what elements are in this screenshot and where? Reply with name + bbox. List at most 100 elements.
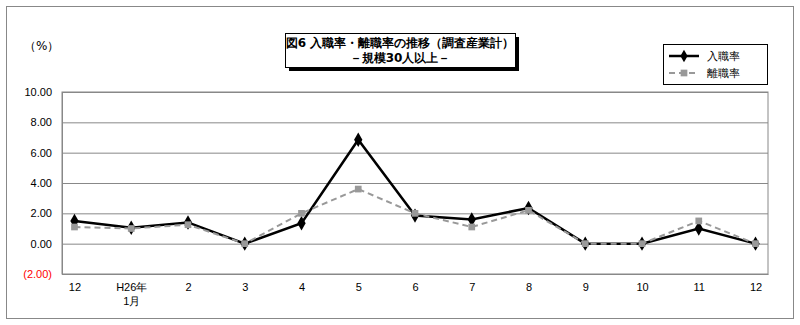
y-tick: (2.00) (23, 268, 768, 280)
x-tick-label: 2 (185, 281, 191, 293)
y-axis-title: （%） (24, 39, 59, 53)
series-marker (127, 221, 135, 235)
y-tick-label: 10.00 (24, 86, 52, 98)
x-tick-label-line: 1月 (123, 295, 140, 307)
x-tick-label: 6 (412, 281, 418, 293)
x-tick-label-line: 3 (242, 281, 248, 293)
y-tick: 8.00 (31, 116, 768, 128)
series-group (70, 133, 759, 251)
y-tick-label: 2.00 (31, 207, 52, 219)
series-marker (355, 186, 362, 193)
x-tick-label: 4 (299, 281, 305, 293)
series-marker (184, 215, 192, 229)
x-tick-label-line: 7 (469, 281, 475, 293)
x-tick-label-line: H26年 (116, 281, 147, 293)
x-tick-label: H26年 1月 (116, 281, 147, 307)
y-tick-label: 4.00 (31, 177, 52, 189)
grid-line (62, 122, 768, 123)
y-tick-label: 0.00 (31, 238, 52, 250)
grid-line (62, 92, 768, 93)
x-tick: 6 (412, 281, 418, 293)
x-tick-label-line: 2 (185, 281, 191, 293)
series-line (74, 140, 755, 244)
legend: 入職率離職率 (664, 45, 768, 85)
y-tick: 10.00 (24, 86, 768, 98)
series-marker (751, 236, 759, 250)
x-tick-label-line: 11 (694, 281, 705, 293)
title-box: 図6 入職率・離職率の推移（調査産業計）－規模30人以上－ (286, 34, 520, 72)
x-tick: 4 (299, 281, 305, 293)
y-tick-label: 8.00 (31, 116, 52, 128)
y-tick: 4.00 (31, 177, 768, 189)
x-tick-label-line: 12 (750, 281, 762, 293)
title-frame (286, 34, 516, 68)
x-tick-label: 9 (583, 281, 589, 293)
x-tick-label: 12 (750, 281, 762, 293)
series-marker (752, 240, 759, 247)
x-tick-label: 10 (636, 281, 648, 293)
legend-marker (680, 50, 687, 62)
x-tick-label: 3 (242, 281, 248, 293)
x-tick-label: 5 (356, 281, 362, 293)
legend-marker (681, 70, 688, 77)
x-tick-label: 8 (526, 281, 532, 293)
series-marker (638, 236, 646, 250)
grid-line (62, 244, 768, 245)
x-tick: H26年 1月 (116, 281, 147, 307)
subtitle: －規模30人以上－ (350, 51, 451, 65)
series-marker (582, 240, 589, 247)
series-marker (241, 240, 248, 247)
x-tick: 9 (583, 281, 589, 293)
series-marker (241, 236, 249, 250)
series-marker (639, 240, 646, 247)
x-tick: 3 (242, 281, 248, 293)
x-tick: 12 (750, 281, 762, 293)
x-tick-label-line: 5 (356, 281, 362, 293)
x-tick-label-line: 6 (412, 281, 418, 293)
series-marker (525, 207, 532, 214)
series-marker (354, 133, 362, 147)
series-marker (468, 224, 475, 231)
grid-line (62, 274, 768, 275)
grid-line (62, 183, 768, 184)
series-marker (411, 208, 419, 222)
y-tick-label: 6.00 (31, 147, 52, 159)
series-marker (297, 216, 305, 230)
x-tick-label-line: 8 (526, 281, 532, 293)
x-tick: 11 (694, 281, 705, 293)
outer-frame (7, 7, 794, 319)
x-tick-label-line: 10 (636, 281, 648, 293)
plot-frame (62, 92, 768, 274)
series-marker (412, 210, 419, 217)
series-marker (128, 225, 135, 232)
x-tick: 8 (526, 281, 532, 293)
x-axis: 12 H26年 1月 2 3 4 5 6 7 8 9 10 11 12 (63, 275, 769, 307)
legend-label: 離職率 (707, 67, 740, 80)
x-tick-label-line: 9 (583, 281, 589, 293)
series-marker (185, 221, 192, 228)
x-tick: 7 (469, 281, 475, 293)
x-tick-label: 7 (469, 281, 475, 293)
series-marker (581, 236, 589, 250)
title: 図6 入職率・離職率の推移（調査産業計） (286, 36, 515, 50)
series-marker (695, 218, 702, 225)
x-tick: 10 (636, 281, 648, 293)
x-tick: 12 (69, 281, 81, 293)
series-marker (298, 210, 305, 217)
y-tick-label: (2.00) (23, 268, 52, 280)
legend-label: 入職率 (707, 50, 740, 63)
legend-frame (664, 45, 768, 85)
x-tick-label: 11 (694, 281, 705, 293)
series-line (74, 189, 755, 244)
plot: (2.00) 0.00 2.00 4.00 6.00 8.00 10.00 12 H26年 1月 2… (23, 86, 768, 307)
chart: (2.00) 0.00 2.00 4.00 6.00 8.00 10.00 12 H26年 1月 2… (0, 0, 800, 325)
series-marker (524, 201, 532, 215)
y-axis: (2.00) 0.00 2.00 4.00 6.00 8.00 10.00 (23, 86, 768, 280)
x-tick-label-line: 4 (299, 281, 305, 293)
x-tick-label: 12 (69, 281, 81, 293)
x-tick: 5 (356, 281, 362, 293)
y-tick: 2.00 (31, 207, 768, 219)
x-tick: 2 (185, 281, 191, 293)
x-axis-line (63, 274, 769, 275)
x-tick-label-line: 12 (69, 281, 81, 293)
